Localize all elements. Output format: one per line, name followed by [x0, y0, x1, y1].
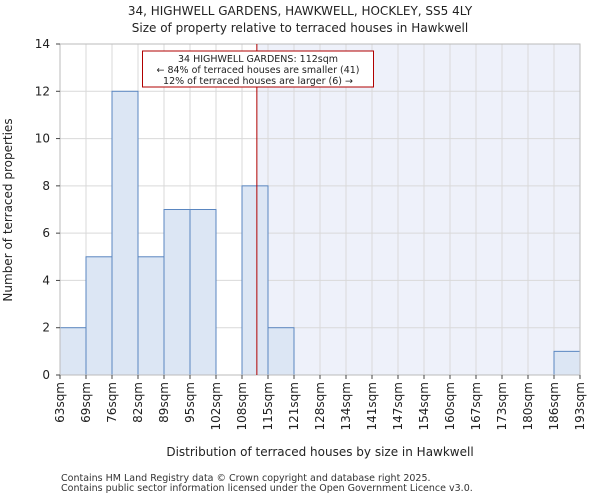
larger-region-highlight: [256, 44, 580, 375]
y-tick-label: 12: [35, 84, 50, 98]
footer-copyright: Contains HM Land Registry data © Crown c…: [61, 473, 431, 484]
annotation-box: [142, 50, 374, 88]
annotation-line-1: 34 HIGHWELL GARDENS: 112sqm: [178, 54, 338, 65]
x-tick-label: 193sqm: [573, 382, 587, 430]
chart-title: 34, HIGHWELL GARDENS, HAWKWELL, HOCKLEY,…: [127, 4, 473, 18]
y-tick-label: 8: [42, 179, 50, 193]
x-tick-label: 102sqm: [209, 382, 223, 430]
histogram-bar: [111, 90, 139, 376]
x-tick-label: 160sqm: [443, 382, 457, 430]
x-tick-label: 108sqm: [235, 382, 249, 430]
x-tick-label: 76sqm: [105, 382, 119, 423]
histogram-bar: [59, 327, 87, 376]
annotation-line-2: ← 84% of terraced houses are smaller (41…: [156, 65, 359, 76]
x-tick-label: 141sqm: [365, 382, 379, 430]
x-axis-label: Distribution of terraced houses by size …: [166, 445, 473, 459]
x-tick-label: 134sqm: [339, 382, 353, 430]
footer-licence: Contains public sector information licen…: [61, 483, 473, 494]
y-tick-label: 0: [42, 368, 50, 382]
x-tick-label: 147sqm: [391, 382, 405, 430]
x-tick-label: 154sqm: [417, 382, 431, 430]
histogram-bar: [137, 256, 165, 376]
y-tick-label: 2: [42, 321, 50, 335]
y-tick-label: 6: [42, 226, 50, 240]
y-tick-label: 14: [35, 37, 50, 51]
x-tick-label: 167sqm: [469, 382, 483, 430]
y-tick-label: 4: [42, 273, 50, 287]
y-tick-label: 10: [35, 132, 50, 146]
chart-subtitle: Size of property relative to terraced ho…: [131, 21, 469, 35]
y-axis-label: Number of terraced properties: [1, 118, 15, 301]
histogram-bar: [189, 209, 217, 376]
x-tick-label: 115sqm: [261, 382, 275, 430]
x-tick-label: 173sqm: [495, 382, 509, 430]
histogram-bar: [553, 350, 581, 376]
histogram-bar: [163, 209, 191, 376]
annotation-line-3: 12% of terraced houses are larger (6) →: [163, 76, 353, 87]
x-tick-label: 180sqm: [521, 382, 535, 430]
x-tick-label: 95sqm: [183, 382, 197, 423]
x-tick-label: 89sqm: [157, 382, 171, 423]
x-tick-label: 128sqm: [313, 382, 327, 430]
histogram-bar: [241, 185, 269, 376]
histogram-bar: [267, 327, 295, 376]
x-tick-label: 121sqm: [287, 382, 301, 430]
x-tick-label: 69sqm: [79, 382, 93, 423]
x-tick-label: 186sqm: [547, 382, 561, 430]
histogram-bar: [85, 256, 113, 376]
x-tick-label: 82sqm: [131, 382, 145, 423]
x-tick-label: 63sqm: [53, 382, 67, 423]
